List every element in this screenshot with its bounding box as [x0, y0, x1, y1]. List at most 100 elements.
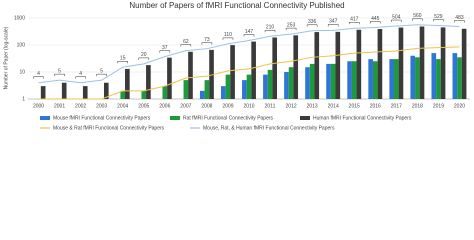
bracket — [180, 44, 192, 47]
x-tick-label: 2010 — [243, 103, 254, 109]
bar — [183, 80, 189, 99]
bracket — [159, 50, 171, 53]
data-label: 347 — [329, 19, 338, 25]
bracket — [243, 34, 255, 37]
data-label: 445 — [371, 16, 380, 22]
x-tick-label: 2007 — [180, 103, 191, 109]
bracket — [264, 30, 276, 33]
x-tick-label: 2013 — [307, 103, 318, 109]
bar — [146, 65, 151, 99]
bar — [251, 41, 256, 99]
x-tick-label: 2019 — [433, 103, 444, 109]
bar — [284, 72, 289, 99]
bar — [125, 68, 130, 99]
bar — [431, 53, 437, 99]
x-tick-label: 2017 — [391, 103, 402, 109]
bar — [356, 29, 362, 100]
x-tick-label: 2002 — [75, 103, 86, 109]
bracket — [201, 42, 213, 45]
data-label: 210 — [266, 25, 275, 31]
bar — [305, 67, 310, 99]
bar — [335, 31, 341, 100]
bar — [461, 28, 467, 99]
legend-swatch — [300, 116, 310, 120]
bracket — [285, 27, 297, 31]
legend-label: Human fMRI Functional Connectivity Paper… — [313, 115, 412, 121]
data-label: 483 — [455, 15, 464, 21]
legend-swatch — [170, 116, 180, 120]
bracket — [75, 76, 86, 79]
x-tick-label: 2015 — [349, 103, 360, 109]
data-label: 15 — [120, 56, 126, 62]
bar — [40, 86, 46, 99]
data-label: 62 — [183, 39, 189, 45]
x-tick-label: 2008 — [201, 103, 212, 109]
bar — [242, 80, 247, 99]
x-tick-label: 2001 — [54, 103, 65, 109]
x-tick-label: 2000 — [33, 103, 44, 109]
y-tick-label: 1 — [22, 96, 25, 102]
bar — [120, 90, 126, 99]
bar — [293, 35, 299, 99]
bracket — [117, 60, 128, 64]
bar — [230, 45, 235, 99]
legend-label: Mouse fMRI Functional Connectivity Paper… — [53, 115, 151, 121]
x-tick-label: 2020 — [454, 103, 465, 109]
data-label: 336 — [308, 19, 317, 25]
bar — [141, 90, 147, 99]
data-label: 504 — [392, 14, 401, 20]
bar — [452, 53, 458, 99]
page: {"chart_data": {"type": "bar", "title": … — [3, 1, 470, 132]
bracket — [222, 37, 234, 40]
bracket — [370, 21, 381, 24]
data-label: 110 — [224, 32, 232, 38]
bar — [351, 61, 357, 99]
bar — [389, 59, 395, 99]
bar — [347, 61, 352, 99]
legend-label: Mouse, Rat, & Human fMRI Functional Conn… — [203, 125, 335, 131]
bar — [436, 59, 441, 99]
bracket — [96, 73, 107, 77]
data-label: 529 — [434, 14, 443, 20]
bar — [225, 74, 231, 99]
x-tick-label: 2014 — [328, 103, 339, 109]
bar — [457, 57, 462, 99]
bar — [309, 63, 315, 99]
chart: Number of Papers of fMRI Functional Conn… — [3, 1, 470, 131]
bracket — [412, 18, 423, 21]
x-tick-label: 2018 — [412, 103, 423, 109]
line — [38, 24, 460, 84]
bracket — [327, 24, 339, 27]
bar — [368, 59, 373, 99]
bracket — [433, 19, 444, 22]
data-label: 417 — [350, 17, 359, 23]
line — [38, 46, 460, 100]
bar — [246, 74, 252, 99]
data-label: 560 — [413, 13, 422, 19]
bar — [372, 61, 378, 99]
bracket — [348, 22, 360, 25]
bar — [377, 29, 383, 99]
bar — [330, 63, 336, 99]
bar — [209, 49, 214, 99]
x-tick-label: 2012 — [286, 103, 297, 109]
legend-label: Rat fMRI Functional Connectivity Papers — [183, 115, 274, 121]
data-label: 73 — [204, 37, 210, 43]
bar — [221, 86, 226, 99]
x-tick-label: 2009 — [222, 103, 233, 109]
bar — [415, 57, 420, 99]
data-label: 5 — [100, 68, 103, 74]
data-label: 20 — [141, 52, 147, 58]
x-tick-label: 2011 — [265, 103, 276, 109]
x-tick-label: 2004 — [117, 103, 128, 109]
bar — [272, 37, 277, 99]
x-tick-label: 2016 — [370, 103, 381, 109]
bar — [326, 63, 331, 99]
bracket — [454, 20, 465, 23]
bracket — [391, 19, 402, 23]
bar — [419, 26, 425, 100]
bracket — [138, 57, 150, 60]
bar — [199, 90, 205, 99]
bar — [61, 82, 67, 99]
data-label: 4 — [37, 71, 40, 77]
